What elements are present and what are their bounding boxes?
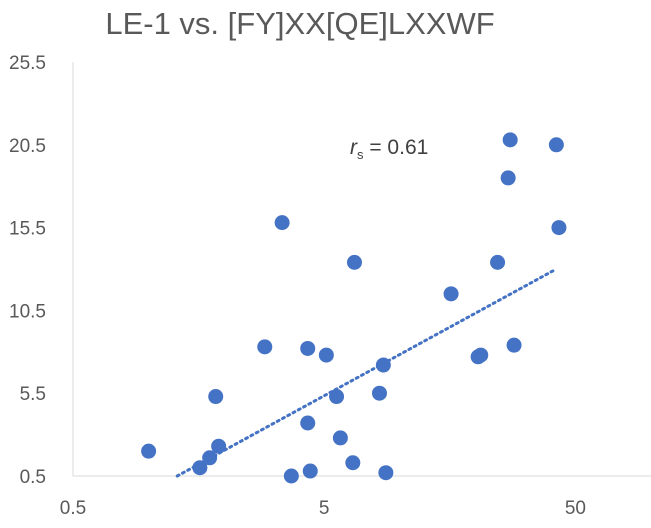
x-tick-label: 0.5 (60, 498, 86, 519)
data-point (329, 389, 345, 405)
correlation-annotation: rs = 0.61 (350, 136, 428, 162)
data-point (375, 357, 391, 373)
data-point (318, 347, 334, 363)
data-point (500, 170, 516, 186)
correlation-subscript: s (357, 147, 364, 162)
data-point (490, 254, 506, 270)
x-tick-label: 5 (319, 498, 330, 519)
data-point (211, 438, 227, 454)
data-point (192, 460, 208, 476)
y-tick-label: 25.5 (9, 53, 46, 74)
data-point (502, 132, 518, 148)
trendline-layer (175, 267, 558, 478)
data-point (506, 337, 522, 353)
points-layer (141, 132, 567, 484)
data-point (283, 468, 299, 484)
data-point (378, 465, 394, 481)
data-point (548, 137, 564, 153)
data-point (141, 443, 157, 459)
data-point (257, 339, 273, 355)
data-point (302, 463, 318, 479)
data-point (300, 415, 316, 431)
data-point (202, 450, 218, 466)
y-tick-label: 0.5 (20, 467, 46, 488)
data-point (274, 215, 290, 231)
correlation-value: = 0.61 (364, 136, 429, 159)
correlation-symbol: r (350, 136, 358, 159)
data-point (346, 254, 362, 270)
data-point (345, 455, 361, 471)
axes-layer: 0.5 5.5 10.5 15.5 20.5 25.5 0.5 5 50 (9, 53, 651, 519)
data-point (371, 385, 387, 401)
y-tick-label: 10.5 (9, 301, 46, 322)
data-point (473, 347, 489, 363)
data-point (300, 340, 316, 356)
y-tick-label: 20.5 (9, 136, 46, 157)
data-point (208, 389, 224, 405)
y-tick-label: 5.5 (20, 384, 46, 405)
data-point (551, 220, 567, 236)
chart-title: LE-1 vs. [FY]XX[QE]LXXWF (105, 6, 494, 41)
y-tick-label: 15.5 (9, 219, 46, 240)
x-tick-label: 50 (565, 498, 586, 519)
data-point (443, 286, 459, 302)
trendline (175, 267, 558, 478)
data-point (332, 430, 348, 446)
